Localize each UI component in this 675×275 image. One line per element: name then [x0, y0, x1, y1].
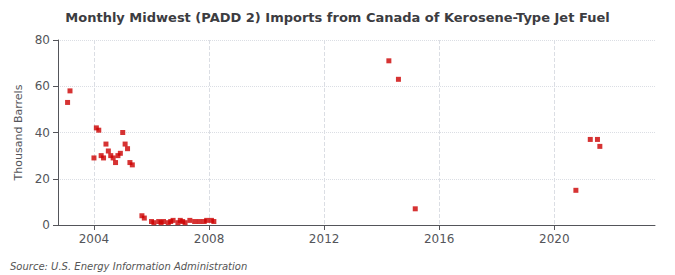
- svg-text:80: 80: [35, 33, 50, 47]
- svg-text:20: 20: [35, 172, 50, 186]
- svg-text:2004: 2004: [79, 232, 110, 246]
- svg-text:Monthly Midwest (PADD 2) Impor: Monthly Midwest (PADD 2) Imports from Ca…: [65, 10, 609, 25]
- svg-text:2016: 2016: [424, 232, 455, 246]
- svg-text:Source: U.S. Energy Informatio: Source: U.S. Energy Information Administ…: [10, 261, 247, 272]
- svg-text:Thousand Barrels: Thousand Barrels: [12, 84, 25, 181]
- svg-text:2008: 2008: [194, 232, 225, 246]
- svg-text:2012: 2012: [309, 232, 340, 246]
- svg-text:0: 0: [42, 218, 50, 232]
- svg-text:60: 60: [35, 79, 50, 93]
- svg-text:40: 40: [35, 126, 50, 140]
- svg-text:2020: 2020: [539, 232, 570, 246]
